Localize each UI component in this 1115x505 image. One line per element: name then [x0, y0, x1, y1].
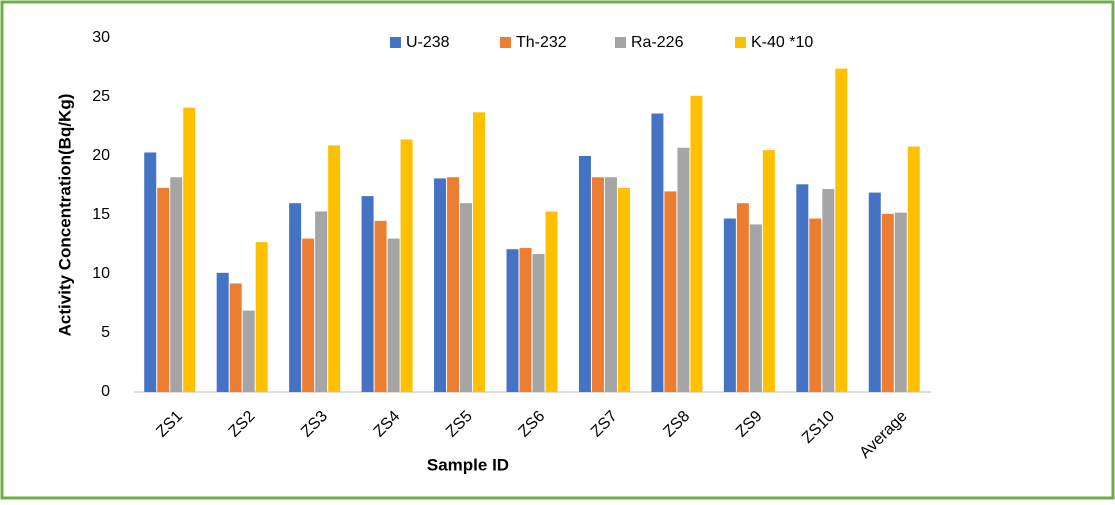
legend-swatch — [735, 37, 746, 48]
bar — [591, 177, 604, 392]
legend-swatch — [500, 37, 511, 48]
bar — [545, 211, 558, 392]
bar — [677, 147, 690, 392]
bar — [400, 139, 413, 392]
bar — [578, 156, 591, 392]
bar — [796, 184, 809, 392]
bar — [315, 211, 328, 392]
bar — [144, 152, 157, 392]
y-axis-label: Activity Concentration(Bq/Kg) — [55, 94, 74, 337]
y-tick-label: 20 — [92, 147, 110, 164]
bar — [229, 283, 242, 392]
legend-swatch — [390, 37, 401, 48]
bar — [242, 310, 255, 392]
bar — [664, 191, 677, 392]
bar — [762, 150, 775, 392]
bar — [736, 203, 749, 392]
bar — [868, 192, 881, 392]
bar — [460, 203, 473, 392]
bar — [519, 248, 532, 392]
bar — [506, 249, 519, 392]
bar — [302, 238, 315, 392]
y-tick-label: 25 — [92, 88, 110, 105]
x-axis-label: Sample ID — [427, 455, 509, 474]
bar — [894, 212, 907, 392]
bar — [617, 187, 630, 392]
bar — [183, 107, 196, 393]
bar — [289, 203, 302, 392]
bar — [907, 146, 920, 392]
bar — [361, 196, 374, 392]
bar — [374, 220, 387, 392]
bar — [157, 187, 170, 392]
bar — [822, 189, 835, 392]
bar — [749, 224, 762, 392]
bar — [387, 238, 400, 392]
bar — [255, 242, 268, 392]
bar — [216, 272, 229, 392]
bar — [328, 145, 341, 392]
y-tick-label: 15 — [92, 206, 110, 223]
legend-label: Th-232 — [516, 34, 567, 51]
bar — [835, 68, 848, 393]
y-tick-label: 10 — [92, 265, 110, 282]
bar — [809, 218, 822, 392]
bar — [532, 253, 545, 392]
y-tick-label: 30 — [92, 29, 110, 46]
bar — [473, 112, 486, 392]
y-tick-label: 5 — [101, 324, 110, 341]
bar — [881, 213, 894, 392]
bar — [651, 113, 664, 393]
bar — [434, 178, 447, 392]
bar — [690, 95, 703, 392]
legend-label: Ra-226 — [631, 34, 684, 51]
bar — [604, 177, 617, 392]
bar — [170, 177, 183, 392]
legend-label: U-238 — [406, 34, 450, 51]
y-tick-label: 0 — [101, 383, 110, 400]
bar — [447, 177, 460, 392]
bar — [723, 218, 736, 392]
legend-swatch — [615, 37, 626, 48]
legend-label: K-40 *10 — [751, 34, 813, 51]
